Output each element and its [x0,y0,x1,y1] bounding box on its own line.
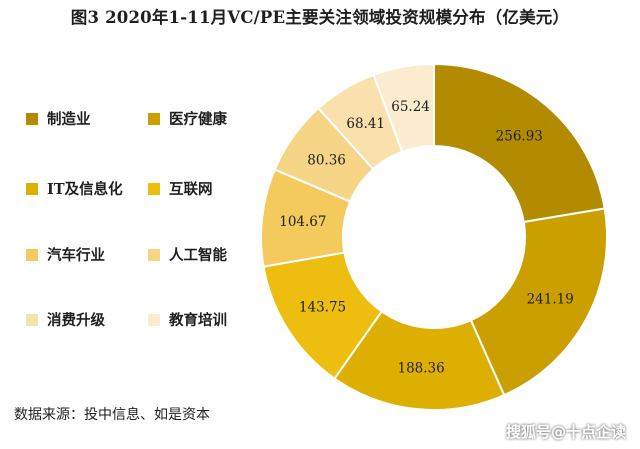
legend-item: 汽车行业 [26,244,105,265]
legend-swatch [26,112,38,125]
legend-label: 教育培训 [169,312,227,329]
slice-value-label: 80.36 [307,152,346,168]
legend-label: IT及信息化 [47,181,123,198]
legend-item: 消费升级 [26,309,105,330]
slice-value-label: 68.41 [346,116,385,132]
donut-slice-1 [433,62,606,224]
legend-item: 医疗健康 [148,108,227,129]
chart-title: 图3 2020年1-11月VC/PE主要关注领域投资规模分布（亿美元） [70,8,570,27]
legend-swatch [26,248,38,261]
legend-label: 消费升级 [47,312,105,329]
slice-value-label: 241.19 [527,292,574,308]
legend-label: 汽车行业 [47,247,105,264]
legend-label: 制造业 [47,111,91,128]
legend-swatch [26,313,38,326]
source-note: 数据来源：投中信息、如是资本 [14,407,210,423]
slice-value-label: 104.67 [279,214,326,230]
legend-swatch [148,112,160,125]
watermark: 搜狐号@十点企读 [505,423,626,441]
donut-slice-2 [469,207,608,397]
slice-value-label: 65.24 [391,99,430,115]
legend-item: 人工智能 [148,244,227,265]
slice-value-label: 143.75 [299,300,346,316]
legend-item: 制造业 [26,108,91,129]
donut-slice-8 [372,62,435,154]
legend-item: 教育培训 [148,309,227,330]
legend-label: 医疗健康 [169,111,227,128]
legend-swatch [148,182,160,195]
slice-value-label: 256.93 [496,128,543,144]
legend-label: 互联网 [169,181,213,198]
slice-value-label: 188.36 [398,360,445,376]
legend-swatch [148,313,160,326]
donut-slice-3 [333,310,506,411]
legend-label: 人工智能 [169,247,227,264]
legend-item: 互联网 [148,178,213,199]
legend-swatch [148,248,160,261]
legend-swatch [26,182,38,195]
legend-item: IT及信息化 [26,178,123,199]
